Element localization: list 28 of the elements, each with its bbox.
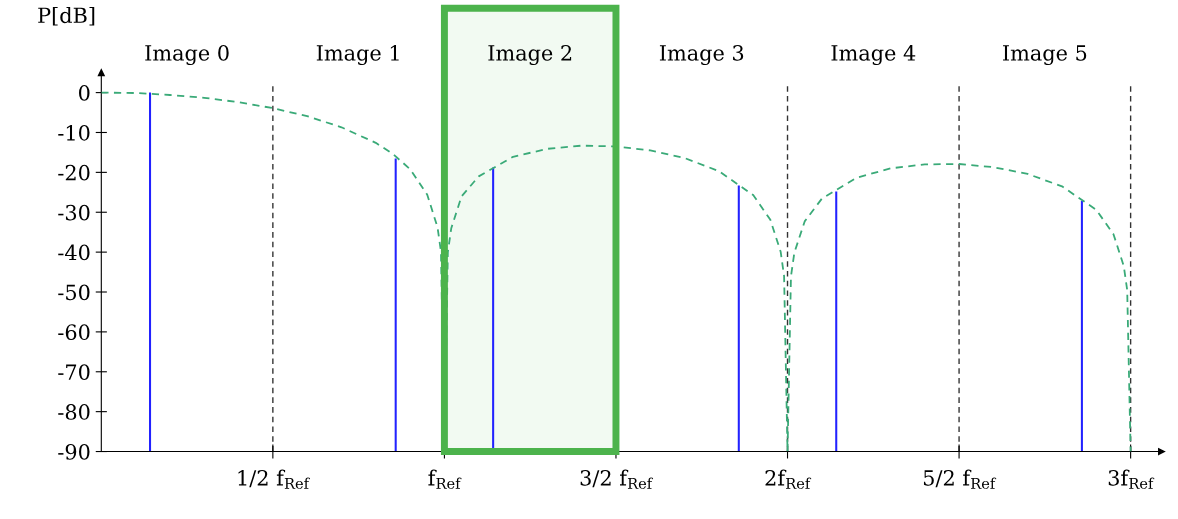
y-tick-label: -10 xyxy=(58,124,90,141)
y-tick-label: -60 xyxy=(58,324,90,341)
text: Image 4 xyxy=(831,44,916,66)
text: Image 1 xyxy=(316,44,399,66)
x-tick-label: 3f$_{Ref}$ xyxy=(1108,469,1155,489)
y-tick-label: -70 xyxy=(58,364,90,380)
text: Image 0 xyxy=(145,44,229,66)
y-tick-label: 0 xyxy=(79,85,90,101)
y-tick-label: -50 xyxy=(58,284,90,301)
text: Image 2 xyxy=(488,44,572,66)
bar xyxy=(1080,200,1083,452)
text: Image 3 xyxy=(659,44,744,66)
text: Image 5 xyxy=(1003,45,1087,66)
y-tick-label: -80 xyxy=(58,404,90,420)
bar xyxy=(737,185,740,452)
x-tick-label: 3/2 f$_{Ref}$ xyxy=(580,469,654,489)
bar xyxy=(394,158,397,452)
x-tick-label: 5/2 f$_{Ref}$ xyxy=(923,469,997,489)
bar xyxy=(835,191,838,452)
x-tick-label: f$_{Ref}$ xyxy=(428,469,462,489)
bar xyxy=(149,92,152,452)
x-tick-label: 1/2 f$_{Ref}$ xyxy=(238,469,310,489)
x-tick-label: 2f$_{Ref}$ xyxy=(765,469,812,489)
y-tick-label: -30 xyxy=(58,204,90,221)
y-tick-label: -20 xyxy=(58,164,90,181)
y-tick-label: -90 xyxy=(58,443,90,460)
y-axis-title: P[dB] xyxy=(38,7,95,26)
y-tick-label: -40 xyxy=(58,244,90,261)
